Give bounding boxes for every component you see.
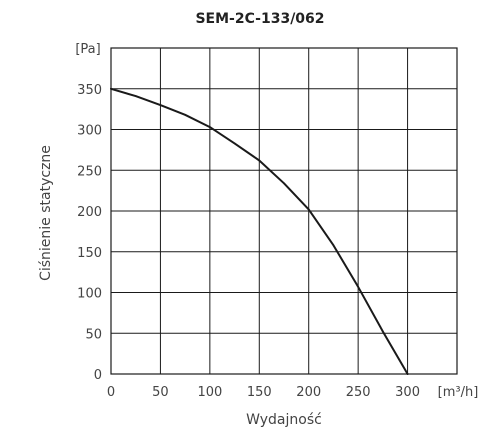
data-point xyxy=(258,159,261,162)
y-tick-label: 150 xyxy=(77,246,102,261)
tick-labels: 0 50 100 150 200 250 300 0 50 100 150 200 250 300 350 xyxy=(77,83,420,400)
data-point xyxy=(184,114,186,116)
y-tick-label: 300 xyxy=(77,124,102,139)
y-tick-label: 0 xyxy=(94,368,102,383)
data-point xyxy=(134,95,137,97)
y-tick-label: 200 xyxy=(77,205,102,220)
data-point xyxy=(233,142,236,145)
grid xyxy=(111,48,457,374)
y-axis-label: Ciśnienie statyczne xyxy=(38,145,54,281)
data-point xyxy=(283,182,285,185)
data-point xyxy=(406,373,409,375)
x-tick-label: 150 xyxy=(247,385,272,400)
y-tick-label: 250 xyxy=(77,164,102,179)
x-tick-label: 250 xyxy=(346,385,371,400)
y-tick-label: 100 xyxy=(77,287,102,302)
data-point xyxy=(110,87,112,90)
x-tick-label: 200 xyxy=(296,385,321,400)
plot-frame xyxy=(110,47,458,375)
x-tick-label: 300 xyxy=(395,385,420,400)
y-tick-label: 350 xyxy=(77,83,102,98)
y-tick-label: 50 xyxy=(85,327,102,342)
data-point xyxy=(307,208,310,211)
data-point xyxy=(209,126,211,128)
x-tick-label: 0 xyxy=(107,385,115,400)
x-axis-label: Wydajność xyxy=(246,412,322,428)
x-tick-label: 50 xyxy=(152,385,169,400)
x-unit-label: [m³/h] xyxy=(438,385,479,400)
data-point xyxy=(159,104,162,106)
y-unit-label: [Pa] xyxy=(75,42,100,57)
curve-points xyxy=(110,87,409,375)
data-point xyxy=(382,330,384,333)
data-point xyxy=(357,285,359,288)
data-point xyxy=(332,244,335,247)
x-tick-label: 100 xyxy=(197,385,222,400)
chart-title: SEM-2C-133/062 xyxy=(195,11,324,27)
